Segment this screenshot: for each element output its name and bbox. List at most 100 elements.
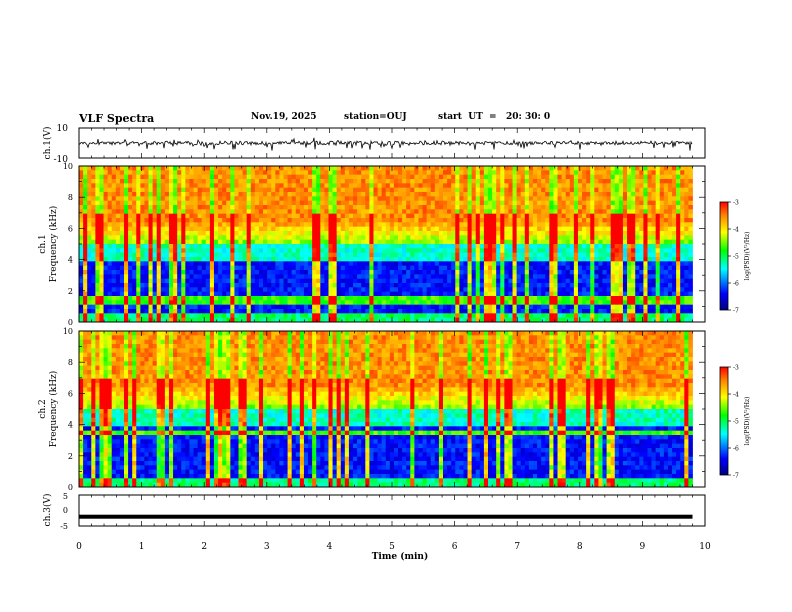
spectrogram-cell [618,213,624,219]
spectrogram-cell [123,287,129,293]
spectrogram-cell [537,174,542,180]
spectrogram-cell [483,205,489,210]
spectrogram-cell [528,231,534,236]
spectrogram-cell [451,278,456,284]
spectrogram-cell [111,270,117,275]
spectrogram-cell [455,291,460,297]
spectrogram-cell [357,261,362,267]
spectrogram-cell [602,274,607,280]
spectrogram-cell [467,205,473,210]
spectrogram-cell [573,300,579,306]
spectrogram-cell [144,274,149,280]
spectrogram-cell [532,235,538,241]
spectrogram-cell [316,183,321,189]
spectrogram-cell [83,226,88,232]
spectrogram-cell [586,239,591,245]
spectrogram-cell [218,235,223,241]
spectrogram-cell [610,287,616,293]
spectrogram-cell [144,231,149,236]
spectrogram-cell [83,304,88,310]
spectrogram-cell [316,187,321,193]
spectrogram-cell [430,235,436,241]
spectrogram-cell [614,278,620,284]
spectrogram-cell [377,261,383,267]
spectrogram-cell [250,166,256,171]
spectrogram-cell [164,248,170,254]
spectrogram-cell [618,270,624,275]
spectrogram-cell [447,170,452,176]
spectrogram-cell [369,261,374,267]
spectrogram-cell [455,174,460,180]
spectrogram-cell [393,283,399,288]
spectrogram-cell [381,166,387,171]
ch1-waveform-panel: 10 -10 ch.1(V) [42,124,706,165]
spectrogram-cell [324,174,329,180]
spectrogram-cell [475,200,481,206]
spectrogram-cell [377,196,383,202]
spectrogram-cell [561,183,567,189]
spectrogram-cell [406,296,411,301]
spectrogram-cell [602,265,607,271]
spectrogram-cell [459,222,464,228]
spectrogram-cell [573,222,579,228]
spectrogram-cell [205,300,211,306]
spectrogram-cell [357,200,362,206]
spectrogram-cell [606,300,612,306]
spectrogram-cell [115,270,121,275]
spectrogram-cell [487,213,493,219]
spectrogram-cell [577,213,583,219]
spectrogram-cell [455,300,460,306]
spectrogram-cell [111,213,117,219]
spectrogram-cell [672,218,677,223]
spectrogram-cell [655,196,661,202]
spectrogram-cell [197,291,203,297]
spectrogram-cell [299,296,305,301]
spectrogram-cell [267,287,272,293]
spectrogram-cell [299,213,305,219]
spectrogram-cell [173,231,178,236]
spectrogram-cell [528,213,534,219]
spectrogram-cell [659,226,665,232]
spectrogram-cell [618,248,624,254]
spectrogram-cell [316,166,321,171]
spectrogram-cell [193,257,199,262]
spectrogram-cell [132,200,137,206]
spectrogram-cell [573,187,579,193]
spectrogram-cell [205,287,211,293]
spectrogram-cell [336,252,342,258]
spectrogram-cell [618,274,624,280]
spectrogram-cell [79,226,84,232]
spectrogram-cell [353,257,358,262]
spectrogram-cell [185,218,190,223]
spectrogram-cell [152,183,158,189]
spectrogram-cell [119,239,125,245]
spectrogram-cell [218,300,223,306]
spectrogram-cell [320,187,325,193]
spectrogram-cell [569,239,575,245]
spectrogram-cell [463,226,468,232]
spectrogram-cell [443,257,448,262]
spectrogram-cell [123,296,129,301]
spectrogram-cell [320,235,325,241]
spectrogram-cell [492,235,497,241]
spectrogram-cell [279,296,284,301]
spectrogram-cell [299,300,305,306]
spectrogram-cell [324,304,329,310]
spectrogram-cell [193,213,199,219]
spectrogram-cell [598,270,603,275]
spectrogram-cell [312,170,317,176]
spectrogram-cell [635,257,640,262]
spectrogram-cell [557,265,562,271]
spectrogram-cell [455,283,460,288]
spectrogram-cell [353,239,358,245]
spectrogram-cell [643,166,648,171]
spectrogram-cell [504,278,509,284]
spectrogram-cell [643,183,648,189]
spectrogram-cell [136,200,141,206]
spectrogram-cell [226,248,231,254]
spectrogram-cell [537,300,542,306]
spectrogram-cell [598,179,603,184]
spectrogram-cell [373,187,378,193]
spectrogram-cell [295,239,301,245]
spectrogram-cell [557,187,562,193]
